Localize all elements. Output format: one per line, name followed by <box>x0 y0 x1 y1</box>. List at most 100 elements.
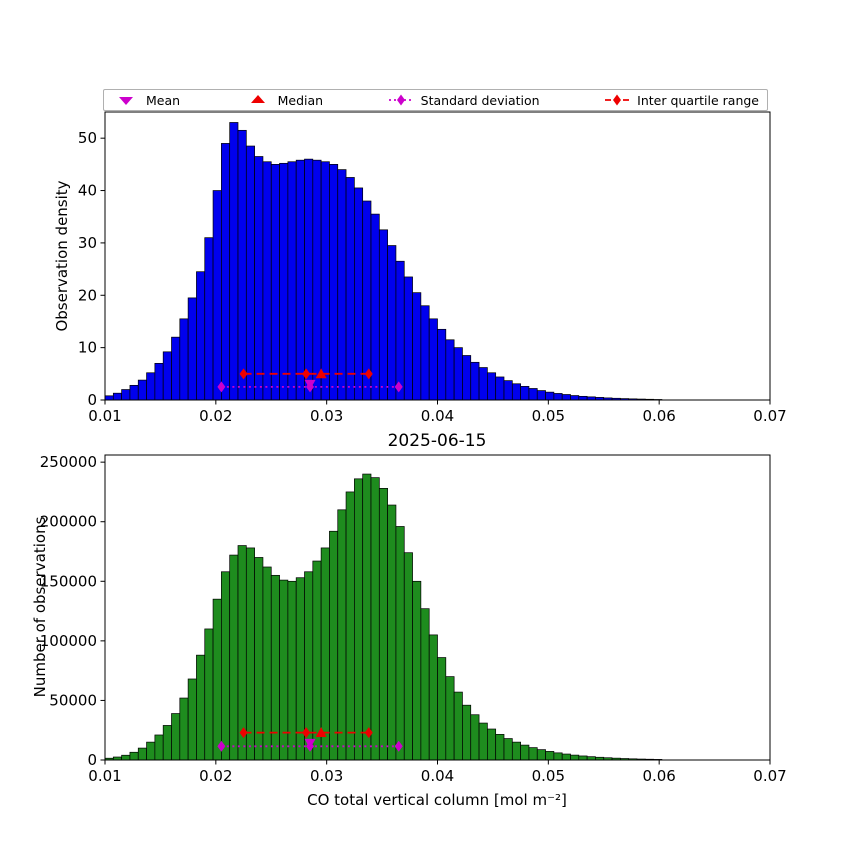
histogram-bar <box>287 161 297 401</box>
histogram-bar <box>146 741 156 761</box>
histogram-bar <box>520 744 530 761</box>
histogram-bar <box>196 654 206 761</box>
histogram-bar <box>212 598 222 761</box>
iqr-diamond <box>302 727 311 739</box>
iqr-diamond <box>302 368 311 380</box>
x-tick-label: 0.02 <box>199 407 232 425</box>
legend-label-median: Median <box>277 92 324 108</box>
histogram-bar <box>237 129 247 401</box>
histogram-bar <box>586 756 596 761</box>
histogram-bar <box>495 734 505 761</box>
legend-entry-median: Median <box>244 93 323 108</box>
legend-label-iqr: Inter quartile range <box>637 92 759 108</box>
histogram-bar <box>329 164 339 401</box>
y-tick-label: 10 <box>78 339 97 357</box>
histogram-bar <box>578 395 588 401</box>
y-tick-label: 200000 <box>40 513 97 531</box>
figure-title: 2025-06-15 <box>387 431 487 451</box>
histogram-bar <box>254 156 264 401</box>
x-axis-label: CO total vertical column [mol m⁻²] <box>307 791 567 809</box>
histogram-bar <box>345 491 355 761</box>
triangle-up-icon <box>250 95 265 103</box>
histogram-bar <box>387 245 397 401</box>
histogram-bar <box>337 169 347 401</box>
histogram-bar <box>129 384 139 401</box>
histogram-bar <box>536 390 546 401</box>
histogram-bar <box>137 747 147 761</box>
histogram-bar <box>553 752 563 761</box>
legend-label-mean: Mean <box>146 92 181 108</box>
histogram-bar <box>354 478 364 761</box>
legend-mean-marker <box>119 97 133 105</box>
histogram-bar <box>112 392 122 401</box>
histogram-bar <box>478 722 488 761</box>
histogram-bar <box>370 213 380 401</box>
mean-marker <box>304 379 316 390</box>
histogram-bar <box>171 336 181 401</box>
histogram-bar <box>437 328 447 401</box>
legend-entry-mean: Mean <box>112 93 180 108</box>
y-tick-label: 0 <box>87 751 97 769</box>
histogram-bar <box>511 383 521 401</box>
histogram-bar <box>470 361 480 401</box>
histogram-bar <box>245 547 255 761</box>
histogram-bar <box>462 355 472 401</box>
histogram-bar <box>511 741 521 761</box>
x-tick-label: 0.03 <box>310 407 343 425</box>
histogram-bar <box>279 162 289 401</box>
histogram-bar <box>445 339 455 401</box>
histogram-bar <box>528 388 538 401</box>
histogram-bar <box>561 394 571 401</box>
histogram-bar <box>395 526 405 761</box>
x-tick-label: 0.04 <box>421 407 454 425</box>
histogram-bar <box>204 237 214 401</box>
y-axis-label-bottom: Number of observations <box>31 516 49 698</box>
histogram-bar <box>487 728 497 761</box>
x-tick-label: 0.02 <box>199 767 232 785</box>
histogram-bar <box>403 552 413 761</box>
histogram-bar <box>179 697 189 761</box>
histogram-bar <box>137 379 147 401</box>
histogram-bar <box>196 271 206 401</box>
y-tick-label: 20 <box>78 286 97 304</box>
x-tick-label: 0.07 <box>753 767 786 785</box>
legend-entry-iqr: Inter quartile range <box>603 93 759 108</box>
y-tick-label: 50 <box>78 129 97 147</box>
histogram-bars <box>104 122 663 401</box>
legend-iqr-marker <box>613 94 622 106</box>
x-tick-label: 0.04 <box>421 767 454 785</box>
histogram-bar <box>403 276 413 401</box>
histogram-bar <box>545 391 555 401</box>
histogram-bar <box>470 714 480 761</box>
histogram-bar <box>362 473 372 761</box>
histogram-bar <box>437 657 447 761</box>
std-deviation-diamond <box>217 740 226 752</box>
histogram-bar <box>378 488 388 761</box>
iqr-diamond <box>364 368 373 380</box>
histogram-bar <box>420 305 430 401</box>
histogram-bar <box>378 229 388 401</box>
histogram-bar <box>420 608 430 761</box>
y-tick-label: 50000 <box>49 691 97 709</box>
histogram-bar <box>462 704 472 761</box>
legend-std-marker <box>396 94 405 106</box>
diamond-dashed-line-icon <box>605 94 630 106</box>
histogram-bar <box>329 530 339 761</box>
histogram-bar <box>254 557 264 761</box>
iqr-diamond <box>239 727 248 739</box>
mean-marker <box>304 738 316 749</box>
histogram-bar <box>187 297 197 401</box>
histogram-bar <box>221 143 231 401</box>
y-tick-label: 150000 <box>40 572 97 590</box>
histogram-bar <box>395 260 405 401</box>
legend-label-std: Standard deviation <box>420 92 540 108</box>
histogram-bar <box>179 318 189 401</box>
histogram-bar <box>121 389 131 401</box>
x-tick-label: 0.06 <box>642 407 675 425</box>
histogram-bar <box>154 734 164 761</box>
histogram-bar <box>495 376 505 401</box>
histogram-bar <box>545 751 555 761</box>
histogram-bar <box>146 372 156 401</box>
histogram-bar <box>370 477 380 761</box>
histogram-bar <box>129 751 139 761</box>
